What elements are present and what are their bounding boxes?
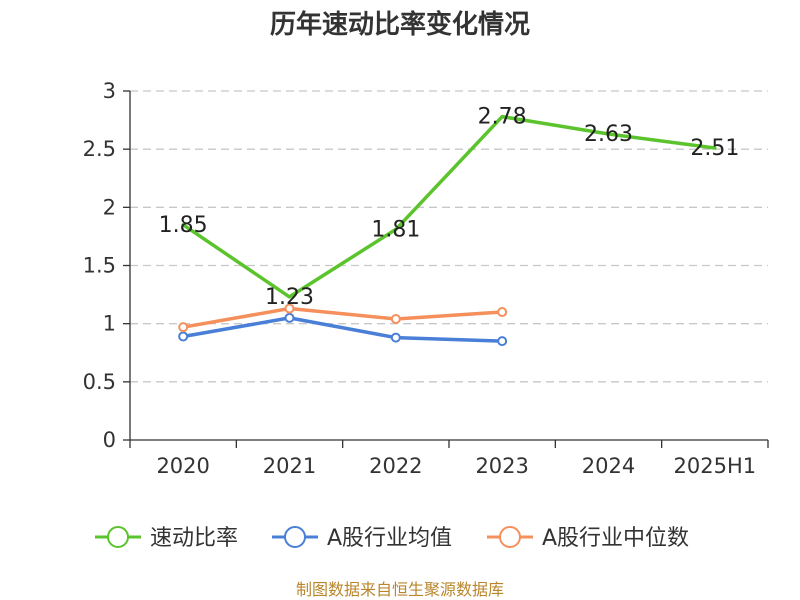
series-line bbox=[181, 316, 504, 343]
data-point bbox=[178, 322, 189, 333]
series-line bbox=[181, 114, 717, 299]
legend-item: A股行业均值 bbox=[272, 526, 452, 551]
grid bbox=[130, 90, 768, 383]
legend-item: 速动比率 bbox=[95, 526, 238, 551]
chart-title: 历年速动比率变化情况 bbox=[270, 9, 530, 40]
data-point bbox=[497, 307, 508, 318]
y-tick-label: 1 bbox=[103, 312, 116, 336]
data-point bbox=[390, 314, 401, 325]
series-line bbox=[181, 306, 504, 329]
legend: 速动比率 A股行业均值 A股行业中位数 bbox=[95, 526, 689, 551]
source-note: 制图数据来自恒生聚源数据库 bbox=[296, 580, 504, 599]
x-tick-label: 2022 bbox=[369, 454, 422, 478]
legend-swatch-marker bbox=[107, 526, 129, 548]
x-tick-label: 2020 bbox=[156, 454, 209, 478]
y-tick-label: 0 bbox=[103, 428, 116, 452]
y-tick-label: 2.5 bbox=[83, 137, 116, 161]
legend-label: 速动比率 bbox=[150, 526, 238, 551]
data-label: 2.51 bbox=[690, 136, 739, 161]
data-point bbox=[390, 332, 401, 343]
axes: 0 0.5 1 1.5 2 2.5 3 2020 2021 2022 2023 2024 2025H1 bbox=[83, 79, 769, 478]
legend-label: A股行业中位数 bbox=[542, 526, 689, 551]
data-label: 1.85 bbox=[159, 213, 208, 238]
legend-label: A股行业均值 bbox=[327, 526, 452, 551]
data-point bbox=[284, 312, 295, 323]
x-tick-label: 2024 bbox=[582, 454, 635, 478]
y-tick-label: 0.5 bbox=[83, 370, 116, 394]
data-point bbox=[178, 331, 189, 342]
data-label: 2.63 bbox=[584, 122, 633, 147]
legend-item: A股行业中位数 bbox=[487, 526, 689, 551]
data-label: 1.23 bbox=[265, 285, 314, 310]
y-tick-label: 2 bbox=[103, 195, 116, 219]
data-labels: 1.85 1.23 1.81 2.78 2.63 2.51 bbox=[159, 105, 740, 310]
series bbox=[178, 114, 717, 347]
data-point bbox=[497, 336, 508, 347]
x-tick-label: 2021 bbox=[263, 454, 316, 478]
data-point bbox=[284, 303, 295, 314]
x-tick-label: 2023 bbox=[475, 454, 528, 478]
y-tick-label: 3 bbox=[103, 79, 116, 103]
y-tick-label: 1.5 bbox=[83, 254, 116, 278]
x-tick-label: 2025H1 bbox=[674, 454, 757, 478]
data-label: 1.81 bbox=[371, 217, 420, 242]
legend-swatch-marker bbox=[284, 526, 306, 548]
data-label: 2.78 bbox=[478, 105, 527, 130]
legend-swatch-marker bbox=[499, 526, 521, 548]
